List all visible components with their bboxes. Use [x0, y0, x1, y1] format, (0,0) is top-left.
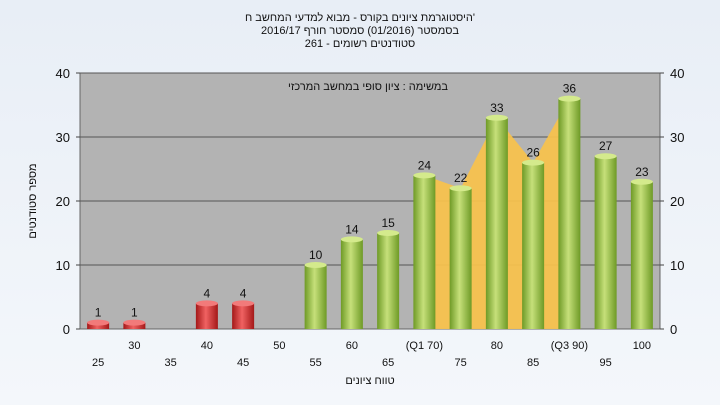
- x-tick-label: 80: [491, 340, 503, 352]
- bar-cap: [485, 114, 508, 121]
- bar-cap: [558, 95, 581, 102]
- bar-value-label: 24: [418, 158, 432, 172]
- x-axis-label: טווח ציונים: [345, 375, 394, 387]
- y-axis-left: 0 10 20 30 40: [56, 66, 80, 337]
- bar-value-label: 22: [454, 171, 468, 185]
- bar-cap: [522, 159, 545, 166]
- bar-value-label: 36: [563, 82, 577, 96]
- y-tick-label-right: 30: [670, 130, 684, 145]
- y-tick-label-right: 0: [670, 322, 677, 337]
- bar-value-label: 1: [95, 306, 102, 320]
- bar-cap: [630, 178, 653, 185]
- x-tick-label: (Q1 70): [406, 340, 443, 352]
- bar-value-label: 27: [599, 139, 613, 153]
- x-tick-label: 30: [128, 340, 140, 352]
- bar-cap: [304, 262, 327, 268]
- bar: [630, 181, 653, 329]
- y-tick-label: 20: [56, 194, 70, 209]
- bar-value-label: 26: [526, 146, 540, 160]
- bar-value-label: 14: [345, 222, 359, 236]
- x-tick-label: 40: [201, 340, 213, 352]
- bar: [340, 239, 363, 329]
- x-tick-label: 35: [165, 357, 177, 369]
- bar-cap: [123, 319, 146, 326]
- bar-cap: [340, 236, 363, 243]
- y-axis-right: 0 10 20 30 40: [660, 66, 684, 337]
- bar-cap: [87, 319, 110, 326]
- bar: [485, 117, 508, 329]
- title-line-2: בסמסטר (01/2016) סמסטר חורף 2016/17: [261, 25, 459, 37]
- y-tick-label: 10: [56, 258, 70, 273]
- bar-value-label: 23: [635, 165, 649, 179]
- bar: [232, 303, 255, 329]
- y-tick-label: 0: [63, 322, 70, 337]
- bar-cap: [195, 300, 218, 307]
- bar: [594, 156, 617, 329]
- chart-subtitle: במשימה : ציון סופי במחשב המרכזי: [288, 81, 448, 93]
- y-tick-label-right: 10: [670, 258, 684, 273]
- bars: [87, 95, 653, 329]
- bar-value-label: 4: [240, 286, 247, 300]
- bar-cap: [377, 230, 400, 236]
- bar: [558, 98, 581, 329]
- title-line-1: היסטוגרמת ציונים בקורס - מבוא למדעי המחש…: [245, 11, 475, 24]
- x-tick-label: 85: [527, 357, 539, 369]
- title-line-3: 261 - סטודנטים רשומים: [305, 38, 416, 50]
- x-tick-label: 60: [346, 340, 358, 352]
- bar: [123, 322, 146, 329]
- y-axis-label: מספר סטודנטים: [27, 163, 39, 238]
- bar-cap: [594, 153, 617, 160]
- y-tick-label: 30: [56, 130, 70, 145]
- x-tick-label: (Q3 90): [551, 340, 588, 352]
- bar: [449, 188, 472, 329]
- y-tick-label: 40: [56, 66, 70, 81]
- bar: [87, 322, 110, 329]
- x-tick-label: 25: [92, 357, 104, 369]
- bar-value-label: 1: [131, 306, 138, 320]
- bar-value-label: 4: [204, 286, 211, 300]
- bar: [304, 265, 327, 329]
- x-axis: 25 30 35 40 45 50 55 60 65 (Q1 70) 75 80 85 (Q3 90) 95…: [92, 340, 651, 369]
- bar: [195, 303, 218, 329]
- x-tick-label: 45: [237, 357, 249, 369]
- bar-value-label: 33: [490, 101, 504, 115]
- x-tick-label: 55: [310, 357, 322, 369]
- chart-title: היסטוגרמת ציונים בקורס - מבוא למדעי המחש…: [245, 11, 475, 50]
- bar: [522, 162, 545, 329]
- bar-cap: [449, 185, 472, 192]
- x-tick-label: 95: [600, 357, 612, 369]
- y-tick-label-right: 20: [670, 194, 684, 209]
- x-tick-label: 100: [633, 340, 651, 352]
- bar-cap: [413, 172, 436, 179]
- x-tick-label: 65: [382, 357, 394, 369]
- x-tick-label: 50: [273, 340, 285, 352]
- x-tick-label: 75: [455, 357, 467, 369]
- bar-value-label: 15: [381, 216, 395, 230]
- bar-value-label: 10: [309, 248, 323, 262]
- bar: [413, 175, 436, 329]
- bar-cap: [232, 300, 255, 307]
- bar: [377, 233, 400, 329]
- y-tick-label-right: 40: [670, 66, 684, 81]
